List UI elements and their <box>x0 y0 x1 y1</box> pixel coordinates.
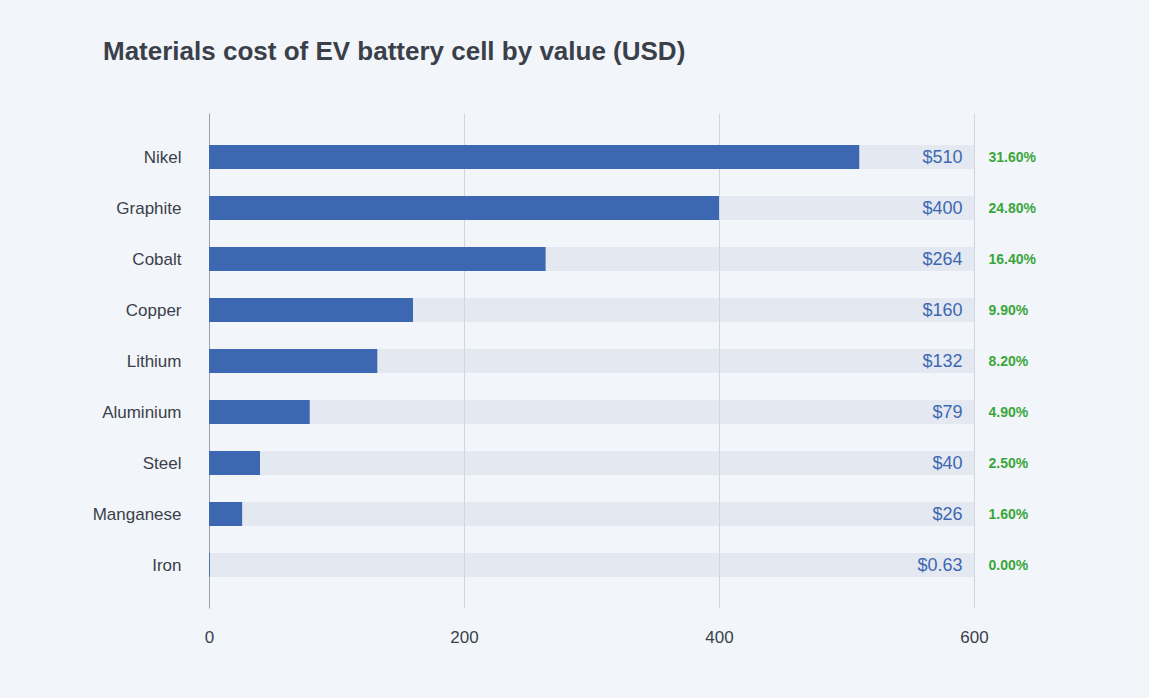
svg-text:Graphite: Graphite <box>116 199 181 218</box>
svg-text:16.40%: 16.40% <box>989 251 1037 267</box>
html-text:Materials cost of EV battery c: Materials cost of EV battery cell by val… <box>103 36 686 66</box>
svg-text:Nikel: Nikel <box>144 148 182 167</box>
svg-text:$0.63: $0.63 <box>917 555 962 575</box>
svg-text:400: 400 <box>705 628 733 647</box>
svg-text:$510: $510 <box>922 147 962 167</box>
svg-text:2.50%: 2.50% <box>989 455 1029 471</box>
svg-text:Manganese: Manganese <box>93 505 182 524</box>
svg-text:600: 600 <box>960 628 988 647</box>
svg-text:$79: $79 <box>932 402 962 422</box>
svg-text:0.00%: 0.00% <box>989 557 1029 573</box>
svg-text:$40: $40 <box>932 453 962 473</box>
svg-text:31.60%: 31.60% <box>989 149 1037 165</box>
svg-text:$264: $264 <box>922 249 962 269</box>
svg-text:Aluminium: Aluminium <box>102 403 181 422</box>
svg-text:1.60%: 1.60% <box>989 506 1029 522</box>
svg-text:$160: $160 <box>922 300 962 320</box>
svg-text:Steel: Steel <box>143 454 182 473</box>
svg-text:Lithium: Lithium <box>127 352 182 371</box>
svg-text:0: 0 <box>205 628 214 647</box>
svg-text:8.20%: 8.20% <box>989 353 1029 369</box>
svg-text:$132: $132 <box>922 351 962 371</box>
svg-text:$26: $26 <box>932 504 962 524</box>
svg-text:200: 200 <box>450 628 478 647</box>
svg-text:9.90%: 9.90% <box>989 302 1029 318</box>
svg-text:Copper: Copper <box>126 301 182 320</box>
svg-text:Iron: Iron <box>152 556 181 575</box>
svg-text:4.90%: 4.90% <box>989 404 1029 420</box>
svg-text:Cobalt: Cobalt <box>132 250 181 269</box>
svg-text:$400: $400 <box>922 198 962 218</box>
svg-text:24.80%: 24.80% <box>989 200 1037 216</box>
